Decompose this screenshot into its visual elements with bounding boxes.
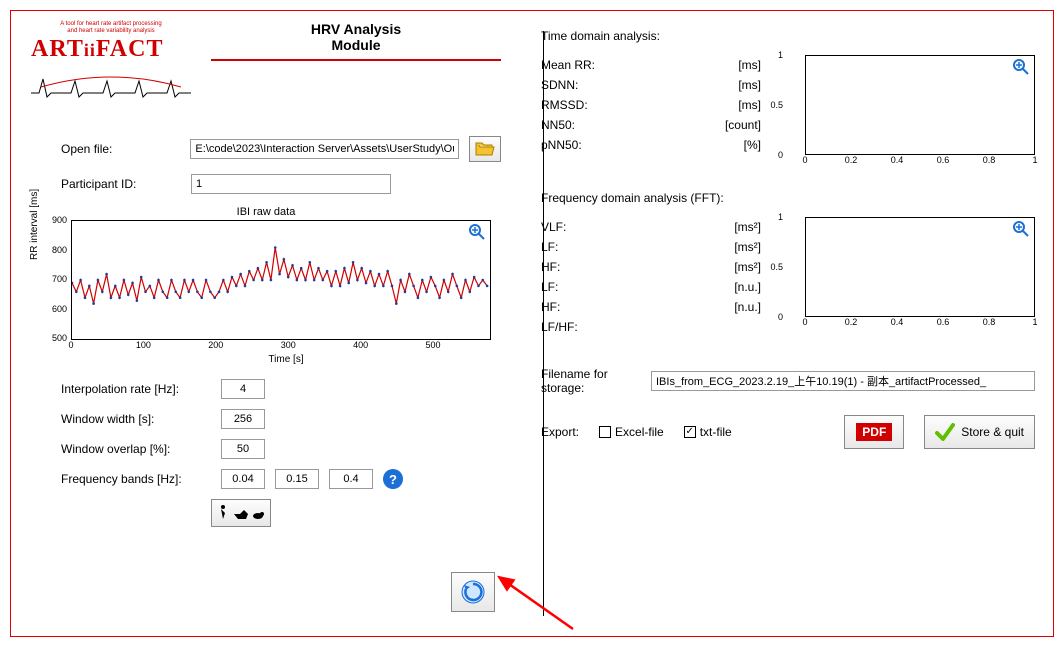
page-subtitle: Module bbox=[211, 37, 501, 53]
storage-filename-input[interactable] bbox=[651, 371, 1035, 391]
window-overlap-label: Window overlap [%]: bbox=[61, 442, 211, 456]
metric-row: pNN50:[%] bbox=[541, 135, 761, 155]
page-title: HRV Analysis bbox=[211, 21, 501, 37]
logo-text: ARTiiFACT bbox=[31, 36, 191, 63]
metric-row: HF:[n.u.] bbox=[541, 297, 761, 317]
freq-bands-help-button[interactable]: ? bbox=[383, 469, 403, 489]
title-rule bbox=[211, 59, 501, 61]
metric-row: VLF:[ms²] bbox=[541, 217, 761, 237]
checkmark-icon bbox=[935, 422, 955, 442]
export-excel-label: Excel-file bbox=[615, 425, 664, 439]
freq-bands-label: Frequency bands [Hz]: bbox=[61, 472, 211, 486]
metric-row: Mean RR:[ms] bbox=[541, 55, 761, 75]
time-domain-chart-xticks: 00.20.40.60.81 bbox=[805, 155, 1035, 167]
ibi-chart-ylabel: RR interval [ms] bbox=[29, 189, 40, 260]
ibi-chart-zoom-button[interactable] bbox=[468, 223, 486, 241]
store-and-quit-button[interactable]: Store & quit bbox=[924, 415, 1035, 449]
zoom-in-icon bbox=[1012, 58, 1030, 76]
freq-domain-zoom-button[interactable] bbox=[1012, 220, 1030, 238]
store-quit-label: Store & quit bbox=[961, 425, 1024, 439]
freq-band3-input[interactable] bbox=[329, 469, 373, 489]
metric-row: NN50:[count] bbox=[541, 115, 761, 135]
time-domain-zoom-button[interactable] bbox=[1012, 58, 1030, 76]
freq-band2-input[interactable] bbox=[275, 469, 319, 489]
ibi-chart-xticks: 0100200300400500 bbox=[71, 340, 491, 352]
logo: A tool for heart rate artifact processin… bbox=[31, 21, 191, 106]
app-frame: A tool for heart rate artifact processin… bbox=[10, 10, 1054, 637]
freq-domain-title: Frequency domain analysis (FFT): bbox=[541, 191, 1035, 205]
metric-row: LF:[n.u.] bbox=[541, 277, 761, 297]
activity-level-button[interactable] bbox=[211, 499, 271, 527]
ibi-chart-xlabel: Time [s] bbox=[71, 354, 501, 365]
ibi-chart-plot bbox=[71, 220, 491, 340]
freq-band1-input[interactable] bbox=[221, 469, 265, 489]
metric-row: SDNN:[ms] bbox=[541, 75, 761, 95]
run-analysis-button[interactable] bbox=[451, 572, 495, 612]
zoom-in-icon bbox=[468, 223, 486, 241]
ibi-chart-title: IBI raw data bbox=[31, 206, 501, 218]
export-pdf-button[interactable]: PDF bbox=[844, 415, 904, 449]
folder-open-icon bbox=[475, 141, 495, 157]
logo-tagline: A tool for heart rate artifact processin… bbox=[31, 21, 191, 34]
ibi-chart-yticks: 500600700800900 bbox=[49, 220, 69, 340]
metric-row: HF:[ms²] bbox=[541, 257, 761, 277]
left-panel: A tool for heart rate artifact processin… bbox=[11, 11, 521, 636]
metric-row: LF/HF: bbox=[541, 317, 761, 337]
refresh-icon bbox=[460, 579, 486, 605]
export-txt-checkbox[interactable]: ✓ txt-file bbox=[684, 425, 732, 439]
freq-domain-chart-xticks: 00.20.40.60.81 bbox=[805, 317, 1035, 329]
zoom-in-icon bbox=[1012, 220, 1030, 238]
right-panel: Time domain analysis: Mean RR:[ms]SDNN:[… bbox=[521, 11, 1055, 636]
storage-label: Filename for storage: bbox=[541, 367, 641, 395]
export-excel-checkbox[interactable]: Excel-file bbox=[599, 425, 664, 439]
participant-id-label: Participant ID: bbox=[61, 177, 181, 191]
running-figures-icon bbox=[218, 504, 264, 522]
ibi-chart: IBI raw data RR interval [ms] 5006007008… bbox=[31, 206, 501, 365]
time-domain-table: Mean RR:[ms]SDNN:[ms]RMSSD:[ms]NN50:[cou… bbox=[541, 55, 761, 155]
interp-rate-label: Interpolation rate [Hz]: bbox=[61, 382, 211, 396]
metric-row: RMSSD:[ms] bbox=[541, 95, 761, 115]
window-width-input[interactable] bbox=[221, 409, 265, 429]
pdf-icon: PDF bbox=[856, 423, 892, 441]
window-overlap-input[interactable] bbox=[221, 439, 265, 459]
freq-domain-chart bbox=[805, 217, 1035, 317]
logo-ecg-icon bbox=[31, 69, 191, 109]
metric-row: LF:[ms²] bbox=[541, 237, 761, 257]
export-label: Export: bbox=[541, 425, 579, 439]
participant-id-input[interactable] bbox=[191, 174, 391, 194]
interp-rate-input[interactable] bbox=[221, 379, 265, 399]
freq-domain-table: VLF:[ms²]LF:[ms²]HF:[ms²]LF:[n.u.]HF:[n.… bbox=[541, 217, 761, 337]
open-file-label: Open file: bbox=[61, 142, 180, 156]
window-width-label: Window width [s]: bbox=[61, 412, 211, 426]
open-file-button[interactable] bbox=[469, 136, 501, 162]
open-file-input[interactable] bbox=[190, 139, 459, 159]
time-domain-title: Time domain analysis: bbox=[541, 29, 1035, 43]
time-domain-chart bbox=[805, 55, 1035, 155]
export-txt-label: txt-file bbox=[700, 425, 732, 439]
